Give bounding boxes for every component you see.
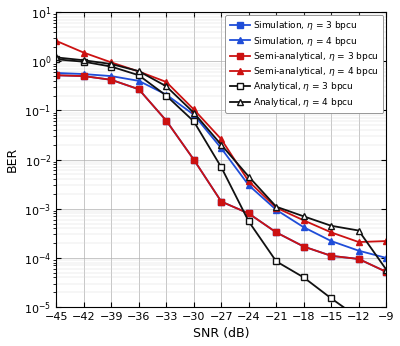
Semi-analytical, $\eta$ = 3 bpcu [54, 73, 59, 78]
Semi-analytical, $\eta$ = 4 bpcu [164, 80, 169, 84]
Line: Analytical, $\eta$ = 4 bpcu: Analytical, $\eta$ = 4 bpcu [53, 54, 389, 273]
Semi-analytical, $\eta$ = 4 bpcu [109, 60, 114, 64]
Analytical, $\eta$ = 3 bpcu [109, 64, 114, 69]
Analytical, $\eta$ = 4 bpcu [329, 224, 334, 228]
Semi-analytical, $\eta$ = 4 bpcu [329, 230, 334, 235]
Semi-analytical, $\eta$ = 4 bpcu [219, 137, 224, 141]
Semi-analytical, $\eta$ = 4 bpcu [54, 39, 59, 43]
Simulation, $\eta$ = 4 bpcu [301, 225, 306, 229]
Semi-analytical, $\eta$ = 3 bpcu [219, 200, 224, 204]
Simulation, $\eta$ = 3 bpcu [356, 257, 361, 261]
Semi-analytical, $\eta$ = 3 bpcu [191, 157, 196, 162]
Simulation, $\eta$ = 4 bpcu [274, 208, 279, 212]
Simulation, $\eta$ = 4 bpcu [164, 92, 169, 97]
Semi-analytical, $\eta$ = 4 bpcu [191, 107, 196, 111]
Legend: Simulation, $\eta$ = 3 bpcu, Simulation, $\eta$ = 4 bpcu, Semi-analytical, $\eta: Simulation, $\eta$ = 3 bpcu, Simulation,… [225, 15, 384, 113]
Simulation, $\eta$ = 4 bpcu [246, 183, 251, 188]
Analytical, $\eta$ = 3 bpcu [136, 73, 141, 78]
Analytical, $\eta$ = 3 bpcu [274, 259, 279, 263]
Simulation, $\eta$ = 4 bpcu [191, 112, 196, 117]
Semi-analytical, $\eta$ = 4 bpcu [274, 206, 279, 210]
Semi-analytical, $\eta$ = 3 bpcu [246, 211, 251, 216]
Simulation, $\eta$ = 3 bpcu [219, 200, 224, 204]
Analytical, $\eta$ = 3 bpcu [246, 219, 251, 224]
Semi-analytical, $\eta$ = 3 bpcu [274, 230, 279, 235]
Simulation, $\eta$ = 3 bpcu [384, 270, 388, 274]
Simulation, $\eta$ = 3 bpcu [191, 157, 196, 162]
X-axis label: SNR (dB): SNR (dB) [193, 327, 250, 340]
Semi-analytical, $\eta$ = 4 bpcu [301, 218, 306, 222]
Simulation, $\eta$ = 3 bpcu [109, 78, 114, 82]
Semi-analytical, $\eta$ = 4 bpcu [136, 70, 141, 74]
Simulation, $\eta$ = 3 bpcu [164, 119, 169, 123]
Analytical, $\eta$ = 4 bpcu [164, 84, 169, 88]
Semi-analytical, $\eta$ = 3 bpcu [81, 74, 86, 78]
Semi-analytical, $\eta$ = 3 bpcu [164, 119, 169, 123]
Simulation, $\eta$ = 3 bpcu [301, 245, 306, 249]
Simulation, $\eta$ = 3 bpcu [246, 211, 251, 216]
Line: Simulation, $\eta$ = 4 bpcu: Simulation, $\eta$ = 4 bpcu [53, 70, 389, 261]
Y-axis label: BER: BER [6, 147, 18, 172]
Analytical, $\eta$ = 4 bpcu [384, 267, 388, 272]
Analytical, $\eta$ = 3 bpcu [301, 275, 306, 280]
Semi-analytical, $\eta$ = 3 bpcu [384, 270, 388, 274]
Simulation, $\eta$ = 4 bpcu [219, 146, 224, 151]
Simulation, $\eta$ = 4 bpcu [329, 239, 334, 243]
Analytical, $\eta$ = 4 bpcu [109, 62, 114, 66]
Analytical, $\eta$ = 3 bpcu [54, 57, 59, 61]
Line: Semi-analytical, $\eta$ = 4 bpcu: Semi-analytical, $\eta$ = 4 bpcu [53, 38, 389, 245]
Simulation, $\eta$ = 4 bpcu [81, 72, 86, 76]
Semi-analytical, $\eta$ = 4 bpcu [81, 51, 86, 55]
Simulation, $\eta$ = 4 bpcu [356, 249, 361, 253]
Analytical, $\eta$ = 3 bpcu [356, 316, 361, 320]
Analytical, $\eta$ = 4 bpcu [219, 143, 224, 147]
Simulation, $\eta$ = 3 bpcu [81, 74, 86, 78]
Analytical, $\eta$ = 3 bpcu [329, 296, 334, 300]
Semi-analytical, $\eta$ = 3 bpcu [329, 254, 334, 258]
Analytical, $\eta$ = 4 bpcu [54, 55, 59, 60]
Analytical, $\eta$ = 4 bpcu [81, 58, 86, 62]
Semi-analytical, $\eta$ = 4 bpcu [356, 240, 361, 244]
Analytical, $\eta$ = 4 bpcu [301, 214, 306, 218]
Simulation, $\eta$ = 4 bpcu [109, 74, 114, 78]
Line: Semi-analytical, $\eta$ = 3 bpcu: Semi-analytical, $\eta$ = 3 bpcu [53, 72, 389, 275]
Simulation, $\eta$ = 3 bpcu [274, 230, 279, 235]
Analytical, $\eta$ = 3 bpcu [164, 93, 169, 98]
Semi-analytical, $\eta$ = 3 bpcu [356, 257, 361, 261]
Line: Analytical, $\eta$ = 3 bpcu: Analytical, $\eta$ = 3 bpcu [53, 56, 389, 346]
Analytical, $\eta$ = 3 bpcu [81, 60, 86, 64]
Analytical, $\eta$ = 3 bpcu [191, 119, 196, 124]
Simulation, $\eta$ = 3 bpcu [54, 73, 59, 78]
Semi-analytical, $\eta$ = 4 bpcu [384, 239, 388, 243]
Semi-analytical, $\eta$ = 3 bpcu [301, 245, 306, 249]
Semi-analytical, $\eta$ = 3 bpcu [136, 87, 141, 91]
Simulation, $\eta$ = 4 bpcu [384, 256, 388, 260]
Simulation, $\eta$ = 4 bpcu [54, 71, 59, 75]
Semi-analytical, $\eta$ = 3 bpcu [109, 78, 114, 82]
Analytical, $\eta$ = 4 bpcu [191, 111, 196, 115]
Simulation, $\eta$ = 4 bpcu [136, 79, 141, 83]
Simulation, $\eta$ = 3 bpcu [136, 87, 141, 91]
Simulation, $\eta$ = 3 bpcu [329, 254, 334, 258]
Semi-analytical, $\eta$ = 4 bpcu [246, 179, 251, 183]
Analytical, $\eta$ = 4 bpcu [274, 204, 279, 209]
Analytical, $\eta$ = 3 bpcu [219, 165, 224, 169]
Analytical, $\eta$ = 4 bpcu [356, 228, 361, 233]
Analytical, $\eta$ = 4 bpcu [136, 69, 141, 73]
Line: Simulation, $\eta$ = 3 bpcu: Simulation, $\eta$ = 3 bpcu [53, 72, 389, 275]
Analytical, $\eta$ = 4 bpcu [246, 175, 251, 179]
